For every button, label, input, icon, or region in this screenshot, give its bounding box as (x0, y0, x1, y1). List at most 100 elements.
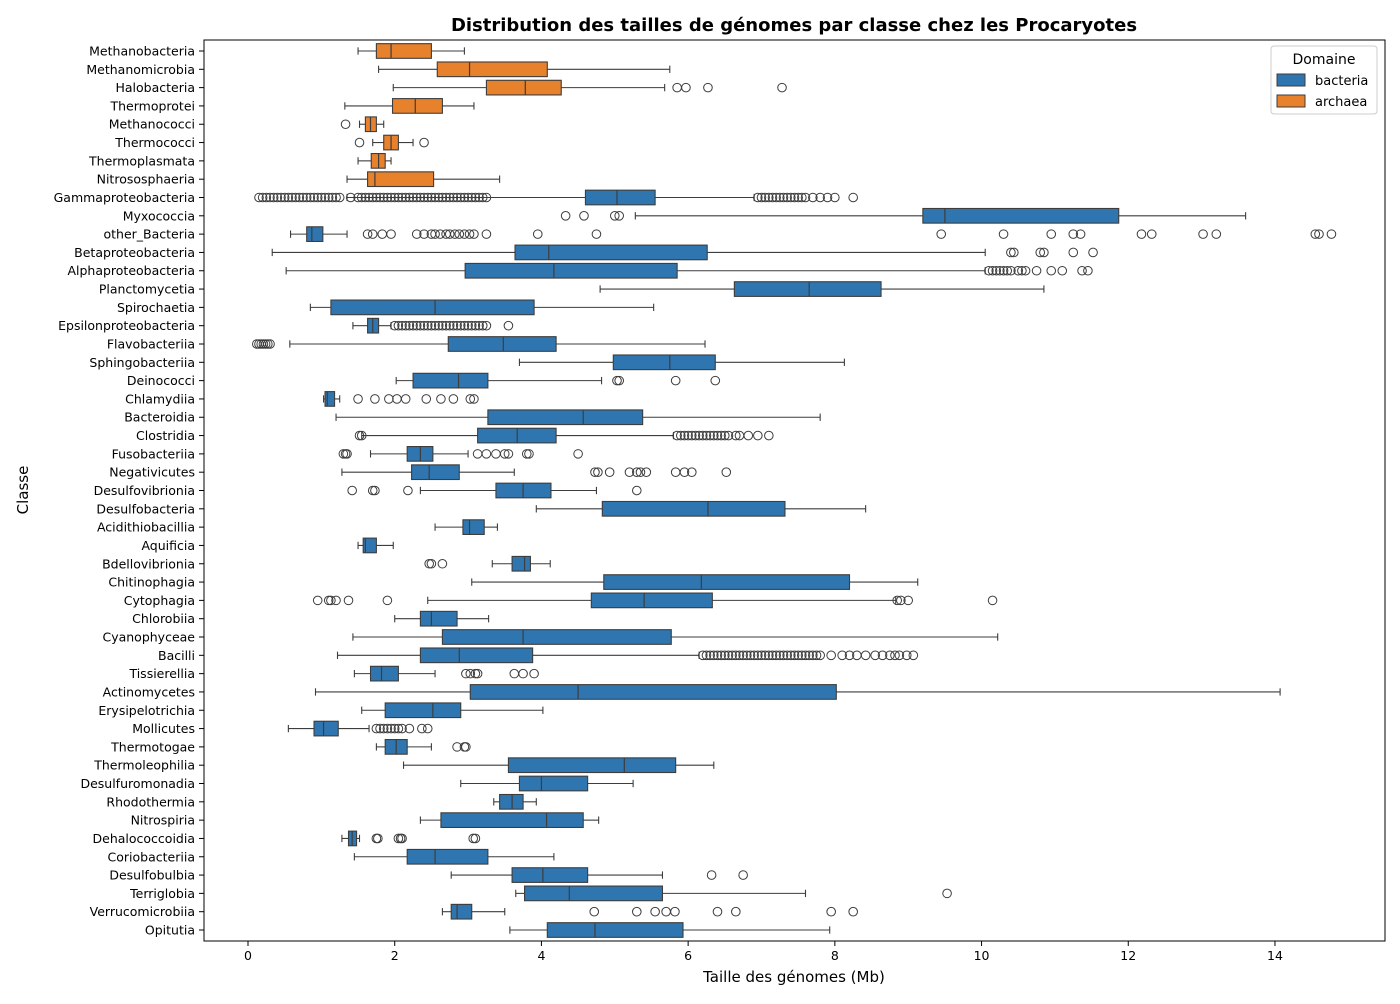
outlier-point (320, 192, 330, 203)
outlier-point (426, 320, 437, 331)
outlier-point (386, 229, 396, 239)
outlier-point (753, 650, 763, 661)
outlier-point (743, 430, 754, 441)
outlier-point (268, 192, 279, 203)
outlier-point (437, 192, 448, 203)
outlier-point (860, 650, 871, 661)
outlier-point (848, 906, 858, 917)
y-tick-label: Bacteroidia (124, 410, 195, 425)
outlier-point (694, 430, 704, 441)
outlier-point (260, 339, 271, 349)
outlier-point (870, 650, 880, 661)
outlier-point (679, 467, 690, 477)
box (450, 903, 473, 920)
outlier-point (590, 467, 600, 477)
outlier-point (503, 320, 514, 331)
box (612, 354, 716, 371)
outlier-point (609, 211, 620, 221)
outlier-point (749, 650, 759, 661)
outlier-point (822, 192, 833, 203)
outlier-point (573, 449, 583, 459)
outlier-point (345, 192, 356, 203)
outlier-point (263, 339, 273, 349)
outlier-point (1211, 229, 1222, 239)
legend-label-bacteria: bacteria (1315, 74, 1368, 89)
x-tick-label: 12 (1120, 948, 1136, 963)
box-group (361, 702, 544, 719)
y-axis-label: Classe (14, 466, 32, 515)
outlier-point (731, 430, 741, 441)
outlier-point (312, 192, 323, 203)
outlier-point (670, 906, 680, 917)
outlier-point (378, 192, 389, 203)
box-group (357, 152, 392, 169)
outlier-point (793, 650, 803, 661)
y-tick-label: Verrucomicrobiia (90, 904, 195, 919)
y-tick-label: Bacilli (158, 648, 195, 663)
box (464, 262, 678, 279)
outlier-point (1198, 229, 1208, 239)
outlier-point (908, 650, 919, 661)
outlier-point (435, 229, 446, 239)
y-tick-label: Chitinophagia (108, 575, 195, 590)
outlier-point (472, 668, 483, 679)
outlier-point (367, 229, 378, 239)
outlier-point (424, 558, 434, 569)
outlier-point (389, 723, 400, 734)
box-group (352, 629, 999, 645)
x-tick-label: 14 (1267, 948, 1283, 963)
outlier-point (356, 192, 367, 203)
outlier-point (362, 229, 373, 239)
outlier-point (1006, 247, 1016, 258)
legend-title: Domaine (1293, 52, 1356, 68)
outlier-point (464, 229, 475, 239)
x-tick-label: 6 (684, 948, 692, 963)
outlier-point (370, 394, 380, 404)
box (367, 171, 435, 188)
outlier-point (903, 595, 913, 606)
outlier-point (463, 320, 473, 331)
outlier-point (712, 430, 723, 441)
box-group (493, 793, 537, 810)
y-tick-label: Erysipelotrichia (98, 703, 195, 718)
box-group (352, 317, 514, 334)
box (419, 647, 534, 664)
outlier-point (265, 192, 275, 203)
box-group (252, 336, 706, 352)
box-group (599, 281, 1045, 297)
y-tick-label: Planctomycetia (99, 282, 195, 297)
outlier-point (342, 449, 352, 459)
outlier-point (683, 430, 693, 441)
outlier-point (481, 320, 492, 331)
outlier-point (815, 650, 825, 661)
outlier-point (354, 430, 365, 441)
box (511, 867, 589, 883)
outlier-point (419, 192, 429, 203)
outlier-point (742, 650, 752, 661)
outlier-point (397, 192, 407, 203)
outlier-point (775, 192, 785, 203)
outlier-point (436, 394, 446, 404)
box-group (450, 867, 748, 883)
y-tick-label: Tissierellia (128, 666, 195, 681)
box-group (340, 116, 385, 133)
outlier-point (382, 192, 393, 203)
outlier-point (987, 595, 998, 606)
box-group (287, 720, 433, 737)
box (511, 555, 531, 572)
outlier-point (811, 650, 822, 661)
outlier-point (731, 650, 741, 661)
outlier-point (687, 467, 697, 477)
y-tick-label: Bdellovibrionia (102, 556, 195, 571)
y-tick-label: Desulfobulbia (109, 868, 195, 883)
outlier-point (804, 650, 814, 661)
outlier-point (419, 229, 429, 239)
outlier-point (301, 192, 312, 203)
chart-title: Distribution des tailles de génomes par … (451, 15, 1137, 36)
outlier-point (604, 467, 615, 477)
box-group (323, 391, 479, 407)
outlier-point (771, 650, 781, 661)
outlier-point (687, 430, 697, 441)
outlier-point (392, 394, 402, 404)
box (922, 207, 1120, 224)
